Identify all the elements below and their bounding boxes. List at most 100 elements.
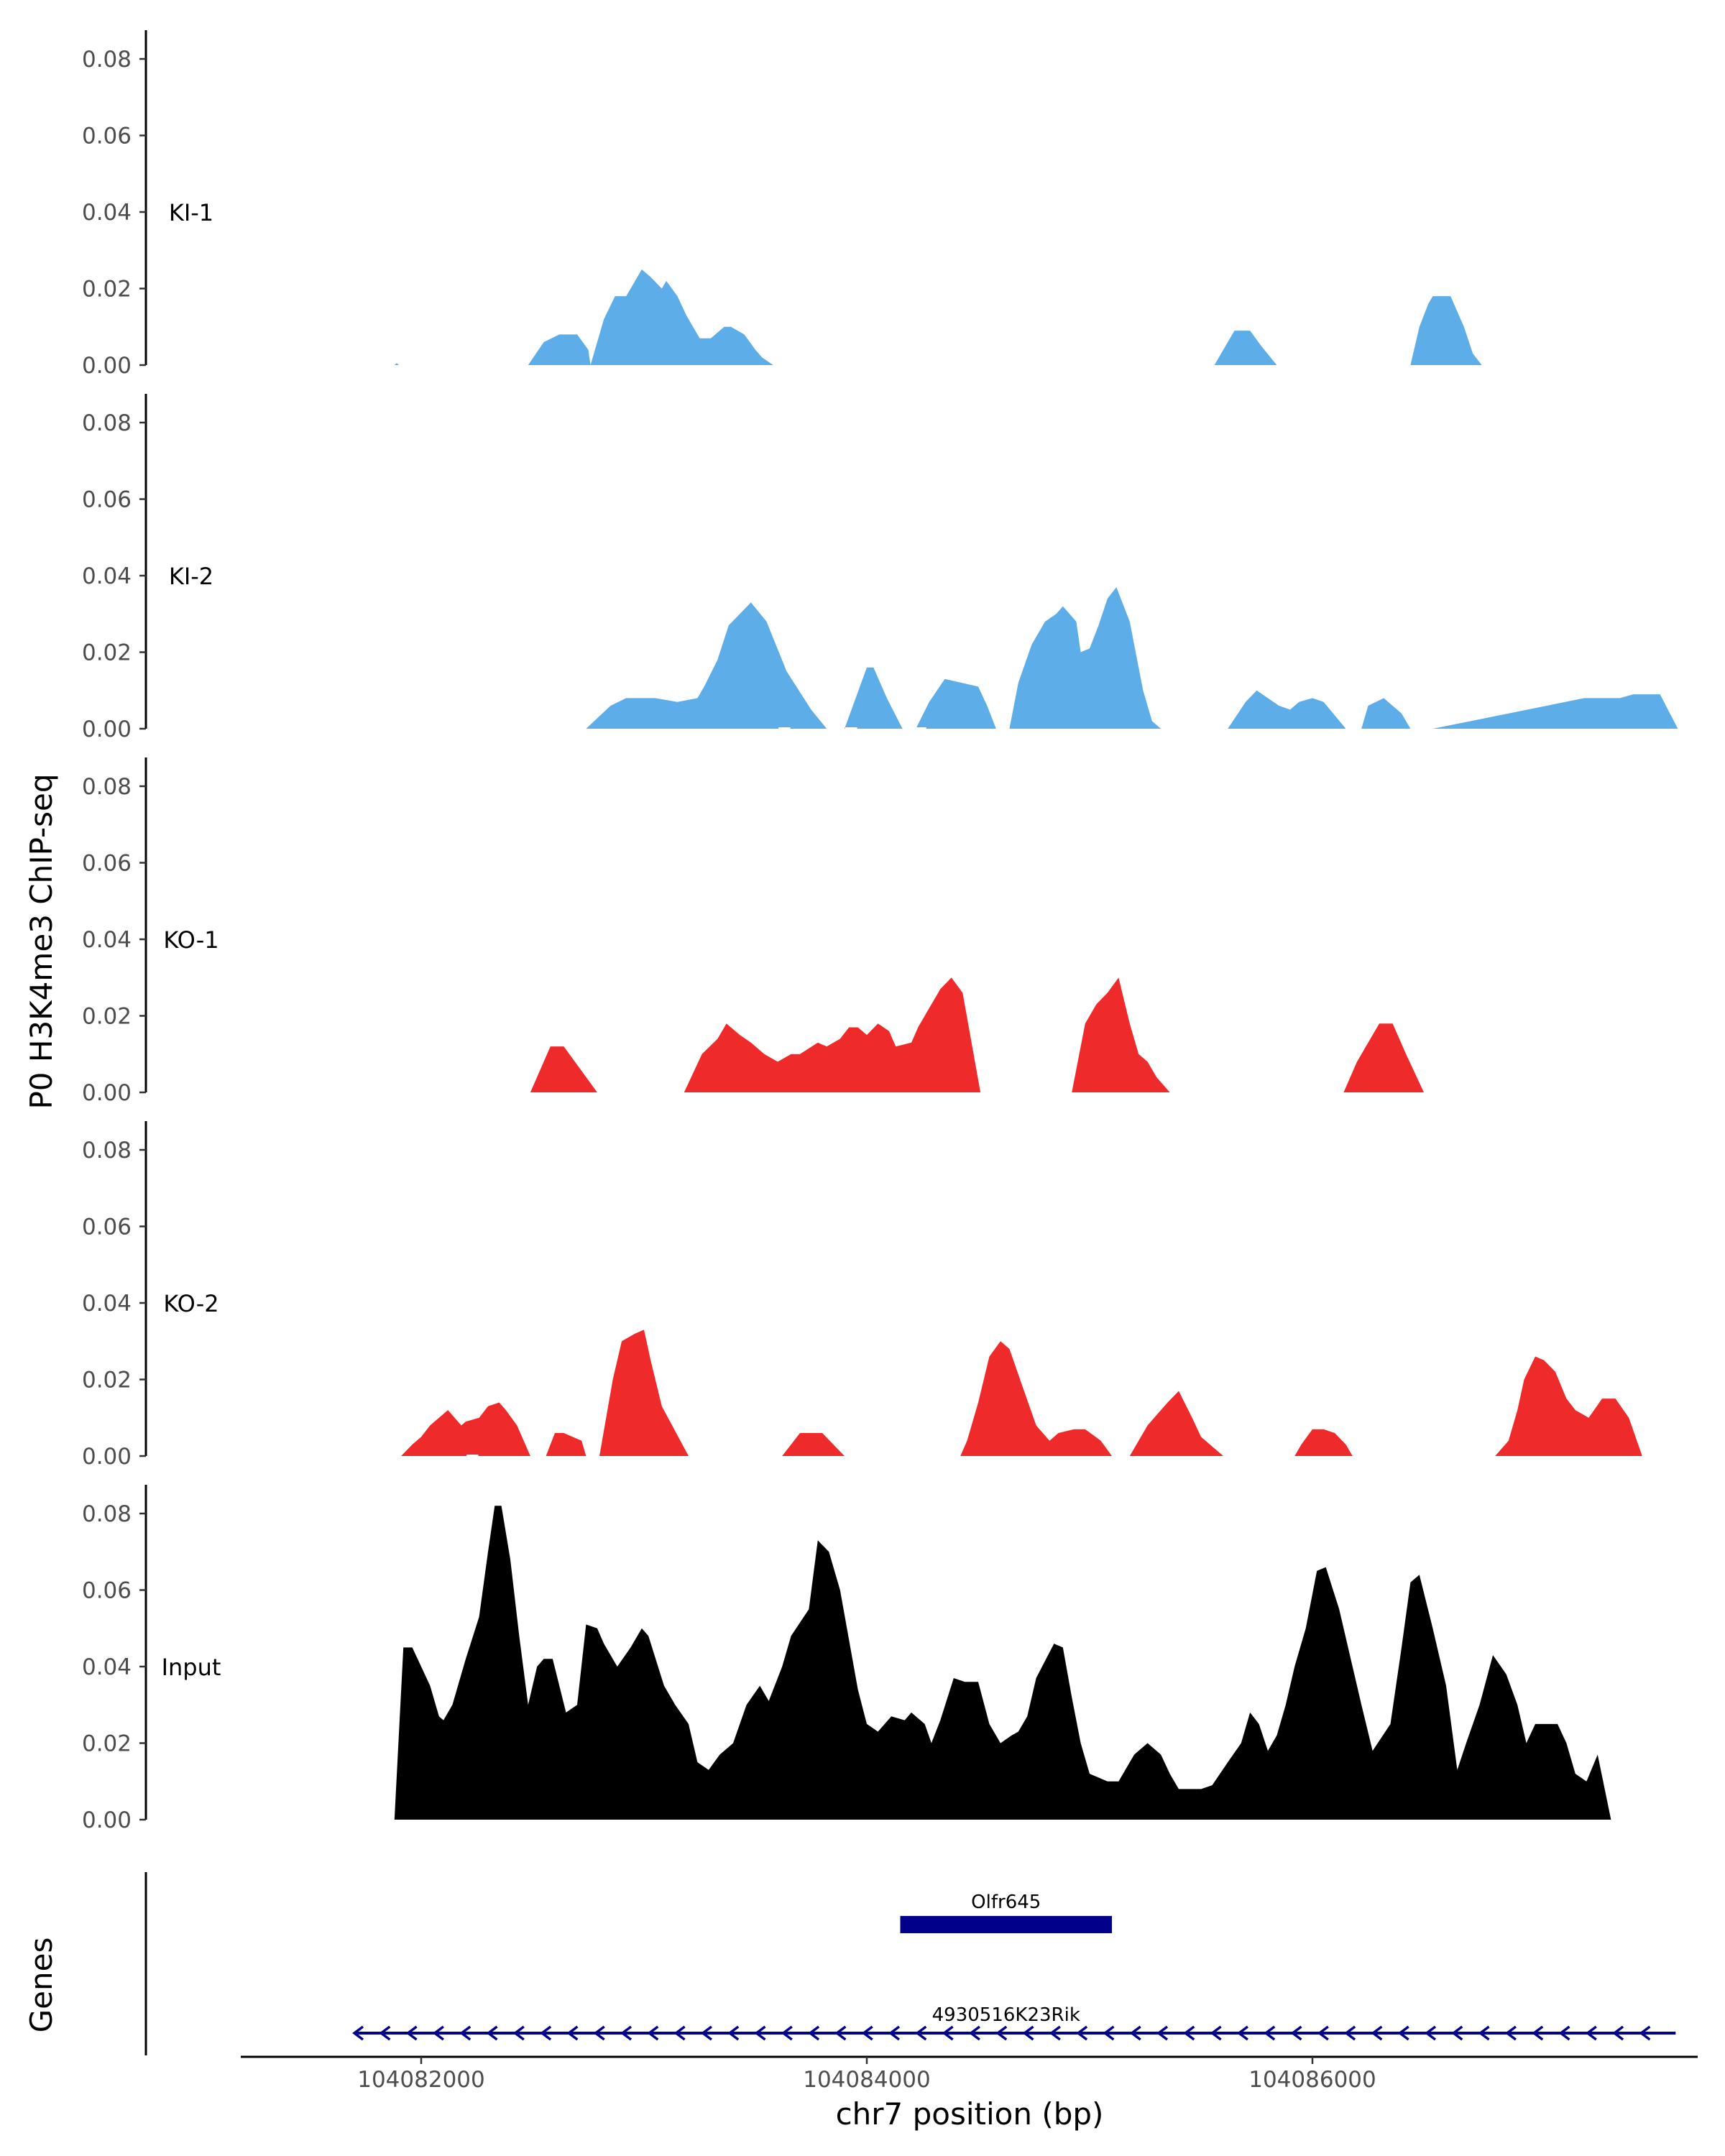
strand-arrow (540, 2025, 552, 2041)
strand-arrow (512, 2025, 525, 2041)
track-ki-2: 0.00 0.02 0.04 0.06 0.08 KI-2 (82, 394, 1678, 742)
y-tick-label: 0.00 (82, 353, 132, 379)
gene-track: Olfr645 4930516K23Rik (144, 1872, 1676, 2055)
y-tick-label: 0.00 (82, 717, 132, 742)
strand-arrow (995, 2025, 1008, 2041)
strand-arrow (620, 2025, 632, 2041)
y-tick-label: 0.04 (82, 1291, 132, 1317)
lane-label: Input (162, 1654, 221, 1681)
y-axis-title: P0 H3K4me3 ChIP-seq (24, 773, 59, 1109)
x-tick-label: 104082000 (357, 2067, 485, 2093)
strand-arrow (888, 2025, 901, 2041)
strand-arrow (754, 2025, 766, 2041)
strand-arrow (1236, 2025, 1248, 2041)
gene-label: Olfr645 (971, 1892, 1041, 1913)
strand-arrow (727, 2025, 740, 2041)
lane-label: KO-1 (163, 926, 218, 954)
strand-arrow (1558, 2025, 1570, 2041)
x-axis-title: chr7 position (bp) (836, 2096, 1104, 2132)
y-tick-label: 0.00 (82, 1080, 132, 1106)
y-tick-label: 0.02 (82, 277, 132, 303)
y-tick-label: 0.02 (82, 1731, 132, 1757)
coverage-area (394, 1506, 1678, 1820)
strand-arrow (861, 2025, 873, 2041)
lane-label: KO-2 (163, 1290, 218, 1317)
y-tick-label: 0.02 (82, 1368, 132, 1393)
y-tick-label: 0.02 (82, 1004, 132, 1030)
x-tick-label: 104084000 (803, 2067, 931, 2093)
strand-arrow (673, 2025, 686, 2041)
strand-arrow (1425, 2025, 1437, 2041)
y-tick-label: 0.06 (82, 487, 132, 513)
strand-arrow (1371, 2025, 1383, 2041)
lane-label: KI-1 (169, 199, 213, 226)
y-tick-label: 0.04 (82, 1654, 132, 1680)
lane-label: KI-2 (169, 563, 213, 590)
gene-label: 4930516K23Rik (932, 2004, 1080, 2026)
y-tick-label: 0.06 (82, 851, 132, 877)
y-tick-label: 0.00 (82, 1444, 132, 1470)
strand-arrow (1532, 2025, 1544, 2041)
coverage-tracks: 0.00 0.02 0.04 0.06 0.08 KI-1 0.00 0.02 0.04 0.06… (82, 30, 1678, 1833)
y-tick-label: 0.06 (82, 1215, 132, 1240)
strand-arrow (1585, 2025, 1597, 2041)
x-tick-label: 104086000 (1248, 2067, 1376, 2093)
strand-arrow (1264, 2025, 1276, 2041)
strand-arrow (1451, 2025, 1463, 2041)
coverage-area (530, 977, 1424, 1092)
gene-track-title: Genes (24, 1938, 59, 2033)
strand-arrow (1290, 2025, 1302, 2041)
strand-arrow (405, 2025, 418, 2041)
strand-arrow (1022, 2025, 1034, 2041)
strand-arrow (459, 2025, 472, 2041)
y-tick-label: 0.08 (82, 410, 132, 436)
strand-arrow (486, 2025, 498, 2041)
y-tick-label: 0.04 (82, 200, 132, 226)
track-ko-2: 0.00 0.02 0.04 0.06 0.08 KO-2 (82, 1121, 1642, 1470)
strand-arrow (834, 2025, 847, 2041)
strand-arrow (942, 2025, 954, 2041)
strand-arrow (1397, 2025, 1409, 2041)
y-tick-label: 0.04 (82, 927, 132, 953)
gap-mask (914, 727, 926, 730)
track-ko-1: 0.00 0.02 0.04 0.06 0.08 KO-1 (82, 757, 1424, 1106)
gap-mask (845, 727, 857, 730)
strand-arrow (1478, 2025, 1490, 2041)
y-tick-label: 0.00 (82, 1807, 132, 1833)
gap-mask (597, 1091, 684, 1094)
y-tick-label: 0.08 (82, 1501, 132, 1527)
x-axis: 104082000 104084000 104086000 (241, 2055, 1698, 2093)
coverage-area (586, 587, 1678, 729)
strand-arrow (352, 2025, 364, 2041)
y-tick-label: 0.02 (82, 640, 132, 666)
strand-arrow (379, 2025, 391, 2041)
y-tick-label: 0.08 (82, 774, 132, 800)
track-ki-1: 0.00 0.02 0.04 0.06 0.08 KI-1 (82, 30, 1482, 379)
y-tick-label: 0.08 (82, 47, 132, 73)
strand-arrow (1504, 2025, 1517, 2041)
y-tick-label: 0.06 (82, 1578, 132, 1604)
strand-arrow (808, 2025, 820, 2041)
strand-arrow (566, 2025, 579, 2041)
strand-arrow (1156, 2025, 1169, 2041)
track-input: 0.00 0.02 0.04 0.06 0.08 Input (82, 1485, 1678, 1833)
strand-arrow (1076, 2025, 1088, 2041)
strand-arrow (700, 2025, 712, 2041)
coverage-area (394, 269, 1482, 365)
strand-arrow (1317, 2025, 1329, 2041)
strand-arrow (1129, 2025, 1141, 2041)
strand-arrow (1639, 2025, 1651, 2041)
strand-arrow (1049, 2025, 1061, 2041)
strand-arrow (1103, 2025, 1115, 2041)
coverage-area (401, 1330, 1642, 1456)
strand-arrow (1344, 2025, 1356, 2041)
strand-arrow (968, 2025, 980, 2041)
strand-arrow (1183, 2025, 1195, 2041)
gap-mask (466, 1455, 479, 1457)
strand-arrow (432, 2025, 444, 2041)
strand-arrow (647, 2025, 659, 2041)
strand-arrow (915, 2025, 927, 2041)
gap-mask (778, 727, 791, 730)
strand-arrow (593, 2025, 605, 2041)
strand-arrow (1210, 2025, 1222, 2041)
